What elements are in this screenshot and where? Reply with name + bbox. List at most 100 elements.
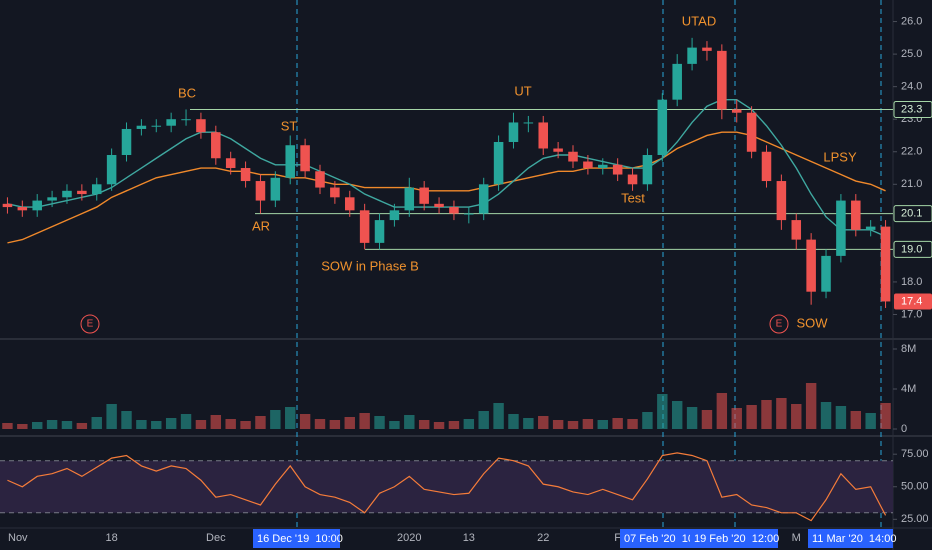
annotation: UTAD bbox=[682, 13, 716, 28]
volume-bar bbox=[374, 416, 385, 429]
volume-bar bbox=[523, 418, 534, 429]
x-tick-label: 22 bbox=[537, 532, 549, 544]
moving-average bbox=[7, 131, 886, 244]
candle-body bbox=[344, 197, 355, 211]
candle-body bbox=[285, 145, 295, 178]
volume-bar bbox=[642, 412, 653, 429]
candle-body bbox=[404, 187, 415, 211]
candle-body bbox=[746, 112, 757, 152]
candle-body bbox=[47, 197, 57, 201]
volume-bar bbox=[418, 420, 430, 429]
candle-body bbox=[627, 174, 638, 185]
volume-bar bbox=[91, 417, 102, 429]
volume-bar bbox=[627, 419, 638, 429]
candle-body bbox=[240, 168, 251, 182]
volume-bar bbox=[329, 420, 341, 429]
annotation: E bbox=[87, 319, 94, 330]
y-tick-label: 25.00 bbox=[901, 513, 929, 525]
volume-bar bbox=[746, 405, 757, 429]
marker-badge bbox=[690, 529, 778, 548]
y-tick-label: 22.0 bbox=[901, 146, 922, 158]
candle-body bbox=[464, 213, 474, 215]
candle-body bbox=[553, 148, 563, 152]
volume-bar bbox=[791, 404, 802, 429]
volume-bar bbox=[359, 413, 370, 429]
candle-body bbox=[642, 155, 653, 185]
y-tick-label: 21.0 bbox=[901, 178, 922, 190]
candle-body bbox=[359, 210, 370, 243]
annotation: LPSY bbox=[823, 149, 857, 164]
volume-bar bbox=[508, 414, 519, 429]
candle-body bbox=[330, 187, 340, 198]
volume-bar bbox=[151, 421, 162, 429]
candle-body bbox=[851, 200, 861, 230]
volume-bar bbox=[731, 408, 742, 429]
earnings-marker bbox=[80, 314, 100, 334]
volume-bar bbox=[389, 421, 400, 429]
candle-body bbox=[419, 187, 429, 204]
candle-body bbox=[136, 125, 147, 129]
x-tick-label: 13 bbox=[463, 532, 475, 544]
volume-bar bbox=[285, 407, 296, 429]
candle-body bbox=[374, 220, 385, 243]
candle-body bbox=[493, 141, 504, 185]
candle-body bbox=[583, 161, 593, 169]
volume-bar bbox=[225, 419, 236, 429]
volume-bar bbox=[552, 420, 564, 429]
volume-bar bbox=[865, 413, 876, 429]
volume-bar bbox=[880, 403, 891, 429]
candle-body bbox=[880, 226, 891, 302]
candle-body bbox=[568, 151, 578, 162]
volume-bar bbox=[46, 420, 58, 429]
annotation: ST bbox=[281, 118, 298, 133]
rsi-band bbox=[0, 460, 893, 513]
annotation: E bbox=[776, 319, 783, 330]
candle-body bbox=[225, 158, 236, 169]
candle-body bbox=[538, 122, 549, 149]
annotation: UT bbox=[514, 83, 531, 98]
candle-body bbox=[672, 63, 682, 100]
level-label: 20.1 bbox=[901, 207, 922, 219]
volume-bar bbox=[716, 393, 728, 429]
candle-body bbox=[687, 47, 697, 64]
volume-bar bbox=[686, 407, 698, 429]
x-tick-label: 2020 bbox=[397, 532, 421, 544]
volume-bar bbox=[612, 418, 623, 429]
volume-bar bbox=[299, 414, 311, 429]
annotation: SOW in Phase B bbox=[321, 258, 419, 273]
volume-bar bbox=[180, 414, 192, 429]
volume-bar bbox=[761, 400, 772, 429]
last-price-badge bbox=[894, 293, 932, 310]
volume-bar bbox=[17, 424, 28, 429]
candle-body bbox=[523, 122, 534, 124]
candle-body bbox=[196, 119, 206, 133]
volume-bar bbox=[835, 406, 847, 429]
candle-body bbox=[612, 164, 623, 175]
candle-body bbox=[598, 164, 608, 169]
level-badge bbox=[893, 205, 932, 223]
candle-body bbox=[17, 207, 28, 211]
candle-body bbox=[791, 220, 802, 240]
volume-bar bbox=[344, 417, 355, 429]
candle-body bbox=[731, 109, 742, 113]
candle-body bbox=[865, 226, 876, 230]
volume-bar bbox=[314, 419, 326, 429]
volume-bar bbox=[255, 416, 266, 429]
y-tick-label: 24.0 bbox=[901, 81, 922, 93]
y-tick-label: 50.00 bbox=[901, 481, 929, 493]
last-price-label: 17.4 bbox=[901, 295, 922, 307]
candle-body bbox=[434, 203, 444, 208]
volume-bar bbox=[195, 420, 207, 429]
volume-bar bbox=[567, 421, 579, 429]
annotation: AR bbox=[252, 218, 270, 233]
y-tick-label: 4M bbox=[901, 383, 916, 395]
candle-body bbox=[806, 239, 816, 292]
candle-body bbox=[2, 203, 13, 208]
candle-body bbox=[255, 181, 266, 201]
marker-badge bbox=[620, 529, 692, 548]
volume-bar bbox=[820, 402, 832, 429]
volume-bar bbox=[76, 423, 88, 429]
earnings-marker bbox=[769, 314, 789, 334]
